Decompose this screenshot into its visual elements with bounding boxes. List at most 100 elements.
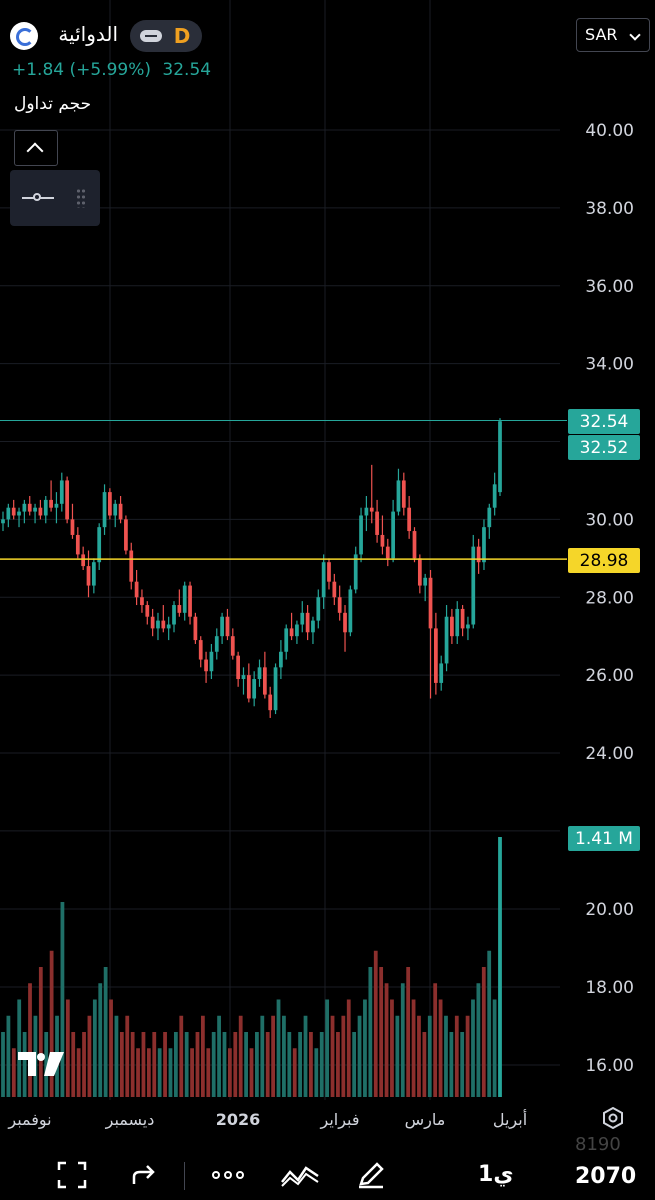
toolbar-divider xyxy=(184,1162,185,1190)
volume-bar xyxy=(368,967,373,1097)
volume-bar xyxy=(163,1032,167,1097)
volume-bar xyxy=(444,1015,448,1097)
candle-body xyxy=(321,562,326,598)
volume-bar xyxy=(125,1015,130,1097)
candle-body xyxy=(300,612,305,625)
candle-body xyxy=(145,605,150,617)
candle-body xyxy=(262,667,267,695)
last-price: 32.54 xyxy=(162,60,212,80)
price-change: +1.84 (+5.99%) 32.54 xyxy=(12,60,211,80)
time-tick-label: مارس xyxy=(405,1110,446,1130)
volume-bar xyxy=(471,999,475,1097)
candle-body xyxy=(482,527,486,563)
volume-bar xyxy=(330,1015,335,1097)
volume-bar xyxy=(200,1015,205,1097)
volume-bar xyxy=(38,967,43,1097)
volume-bar xyxy=(255,1032,259,1097)
candle-body xyxy=(257,667,262,680)
fullscreen-icon[interactable] xyxy=(56,1160,88,1190)
volume-bar xyxy=(357,1015,362,1097)
candle-body xyxy=(27,503,32,512)
volume-bar xyxy=(292,1048,297,1097)
volume-bar xyxy=(190,1048,194,1097)
volume-bar xyxy=(184,1032,189,1097)
last-price-label: 32.54 xyxy=(580,412,629,432)
drag-handle-icon[interactable] xyxy=(76,188,86,208)
volume-bar xyxy=(49,950,54,1097)
candle-body xyxy=(460,608,465,629)
volume-bar xyxy=(449,1032,454,1097)
candle-body xyxy=(230,636,235,656)
collapse-button[interactable] xyxy=(14,130,58,166)
candle-body xyxy=(364,507,369,516)
price-tick-label: 40.00 xyxy=(585,121,634,141)
candle-body xyxy=(412,531,417,559)
candle-body xyxy=(209,651,214,672)
interval-selector[interactable]: 1ي xyxy=(478,1162,514,1187)
candle-body xyxy=(332,581,337,598)
candle-body xyxy=(375,511,379,535)
candle-body xyxy=(188,585,192,617)
volume-bar xyxy=(71,1032,76,1097)
indicator-panel[interactable] xyxy=(10,170,100,226)
candle-body xyxy=(65,480,69,520)
volume-bar xyxy=(152,1032,157,1097)
candle-body xyxy=(172,605,176,625)
candle-body xyxy=(343,612,347,633)
indicators-icon[interactable] xyxy=(280,1160,320,1190)
candle-body xyxy=(466,624,470,629)
candle-body xyxy=(134,581,139,598)
volume-bar xyxy=(238,1015,243,1097)
volume-bar xyxy=(157,1048,162,1097)
volume-bar xyxy=(282,1015,286,1097)
volume-bar xyxy=(476,983,481,1097)
volume-bar xyxy=(217,1015,221,1097)
candle-body xyxy=(156,620,160,629)
candle-body xyxy=(108,492,112,516)
bottom-toolbar: 1ي 2070 xyxy=(0,1150,655,1200)
more-icon[interactable] xyxy=(210,1160,246,1190)
currency-select[interactable]: SAR xyxy=(576,18,650,52)
bottom-right-value[interactable]: 2070 xyxy=(575,1164,637,1189)
symbol-title[interactable]: الدوائية xyxy=(58,22,118,46)
candle-body xyxy=(33,507,37,512)
candle-body xyxy=(166,624,171,629)
interval-badge: D xyxy=(173,24,191,48)
volume-bar xyxy=(141,1032,146,1097)
candle-body xyxy=(396,480,401,512)
candle-body xyxy=(129,550,134,582)
candle-body xyxy=(279,651,283,668)
price-tick-label: 26.00 xyxy=(585,666,634,686)
candle-body xyxy=(417,558,422,586)
candle-body xyxy=(316,597,321,621)
volume-bar xyxy=(363,999,367,1097)
candle-body xyxy=(193,616,198,641)
price-tick-label: 24.00 xyxy=(585,744,634,764)
volume-bar xyxy=(249,1048,254,1097)
faint-value: 8190 xyxy=(575,1134,621,1155)
candle-body xyxy=(214,636,219,652)
volume-bar xyxy=(336,1032,340,1097)
volume-bar xyxy=(487,950,492,1097)
settings-icon[interactable] xyxy=(602,1107,624,1129)
candle-body xyxy=(439,663,444,683)
candle-body xyxy=(498,421,502,493)
volume-indicator-label[interactable]: حجم تداول xyxy=(14,94,92,114)
volume-bar xyxy=(417,1015,421,1097)
volume-tick-label: 18.00 xyxy=(585,978,634,998)
candle-body xyxy=(450,616,454,637)
candle-body xyxy=(476,546,481,563)
volume-bar xyxy=(303,1015,308,1097)
candle-body xyxy=(434,628,438,683)
candle-body xyxy=(150,616,155,629)
interval-pill[interactable]: D xyxy=(130,20,202,52)
redo-icon[interactable] xyxy=(130,1160,158,1190)
volume-bar xyxy=(103,967,108,1097)
candle-body xyxy=(359,515,363,555)
drawing-brush-icon[interactable] xyxy=(355,1160,387,1190)
hide-icon[interactable] xyxy=(140,30,162,42)
volume-bar xyxy=(298,1032,303,1097)
volume-bar xyxy=(228,1048,232,1097)
volume-bar xyxy=(244,1032,248,1097)
